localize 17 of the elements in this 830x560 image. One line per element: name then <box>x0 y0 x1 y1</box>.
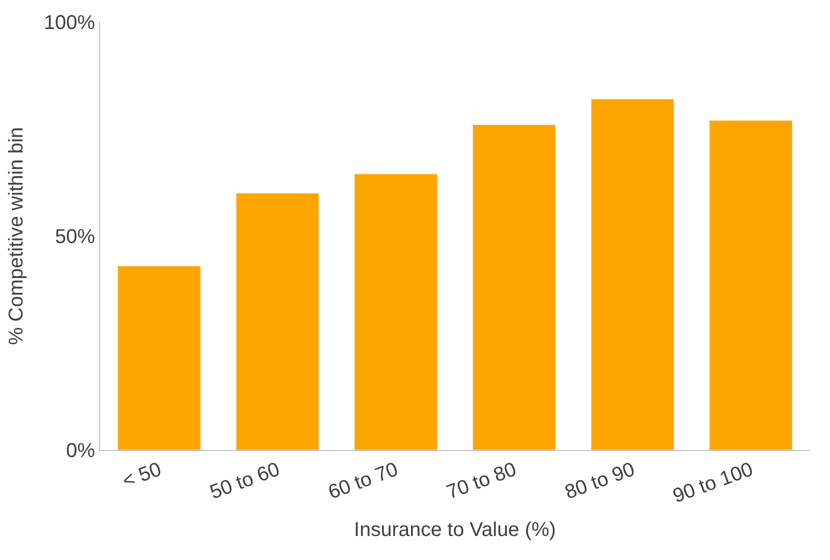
x-tick-label: 70 to 80 <box>444 458 520 504</box>
y-tick-label: 100% <box>44 12 96 34</box>
x-tick-label: 50 to 60 <box>207 458 283 504</box>
x-tick-label: 80 to 90 <box>562 458 638 504</box>
y-tick-label: 0% <box>66 440 96 462</box>
y-tick-label: 50% <box>54 226 96 248</box>
bar <box>236 192 320 450</box>
bar <box>354 174 438 450</box>
bar <box>118 266 201 450</box>
bar <box>709 120 792 450</box>
y-axis-title: % Competitive within bin <box>5 127 28 345</box>
x-tick-label: 90 to 100 <box>670 458 756 508</box>
x-tick-label: 60 to 70 <box>326 458 401 504</box>
bar <box>472 124 556 450</box>
bar <box>590 98 674 450</box>
x-axis-title: Insurance to Value (%) <box>354 519 556 542</box>
x-tick-label: < 50 <box>120 458 164 493</box>
